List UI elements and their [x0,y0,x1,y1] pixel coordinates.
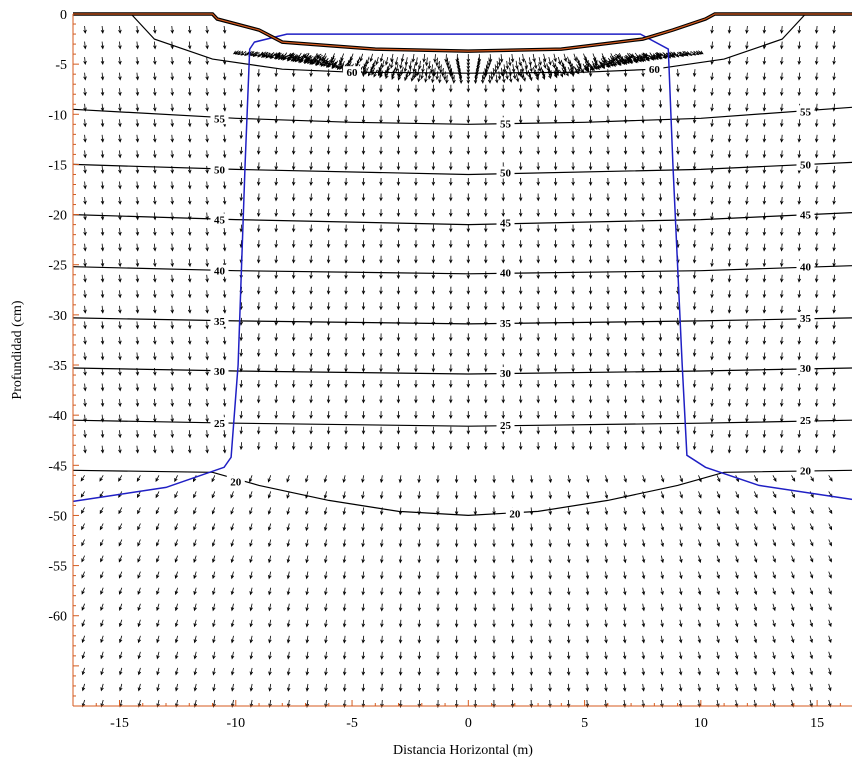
y-tick-label: -30 [48,309,67,324]
y-tick-label: -60 [48,610,67,625]
contour-line-60 [130,13,806,74]
contour-labels: 60 60 55 55 55 50 50 50 45 45 45 40 40 40 35 35 35 30 30 30… [210,63,815,520]
contour-label-55: 55 [500,118,512,130]
contour-label-bg [796,464,815,477]
y-tick-label: -45 [48,459,67,474]
contour-line-50 [72,161,852,176]
contour-label-bg [210,213,229,226]
x-tick-label: -10 [226,716,245,731]
contour-label-bg [505,507,524,520]
contour-label-50: 50 [500,167,512,179]
contour-label-20: 20 [800,465,812,477]
contour-label-60: 60 [347,67,359,79]
contour-label-40: 40 [214,266,226,278]
contour-label-40: 40 [800,262,812,274]
y-tick-label: -15 [48,158,67,173]
contour-label-bg [796,311,815,324]
contour-line-35 [72,317,852,325]
x-tick-label: 10 [694,716,708,731]
contour-label-bg [496,166,515,179]
contour-label-bg [496,266,515,279]
contour-label-bg [496,216,515,229]
contour-label-55: 55 [214,113,226,125]
contour-label-bg [210,163,229,176]
contour-label-45: 45 [214,215,226,227]
contour-label-50: 50 [214,164,226,176]
contour-label-bg [496,419,515,432]
contour-label-20: 20 [230,476,242,488]
contour-label-bg [796,362,815,375]
contour-label-30: 30 [500,368,512,380]
y-tick-label: -35 [48,359,67,374]
contour-label-bg [496,117,515,130]
x-tick-label: -15 [110,716,129,731]
contour-label-bg [796,105,815,118]
contour-label-bg [645,63,664,76]
contour-label-50: 50 [800,159,812,171]
contour-label-bg [796,260,815,273]
contour-label-25: 25 [214,418,226,430]
y-tick-label: -10 [48,108,67,123]
y-tick-label: -5 [55,58,67,73]
x-axis-title: Distancia Horizontal (m) [393,743,533,758]
y-tick-label: -20 [48,209,67,224]
contour-lines [72,13,852,517]
contour-label-bg [226,475,245,488]
surface-line [73,13,852,52]
contour-label-25: 25 [800,415,812,427]
y-tick-label: -40 [48,409,67,424]
wetting-front-line [72,33,852,503]
contour-label-bg [210,112,229,125]
contour-label-bg [210,365,229,378]
x-tick-label: 0 [465,716,472,731]
contour-line-55 [72,106,852,125]
x-tick-label: 15 [810,716,824,731]
contour-label-bg [796,158,815,171]
contour-label-bg [210,264,229,277]
contour-label-bg [796,208,815,221]
contour-label-40: 40 [500,268,512,280]
contour-label-35: 35 [214,316,226,328]
contour-label-30: 30 [800,363,812,375]
contour-label-60: 60 [649,64,661,76]
contour-label-bg [496,367,515,380]
axes: 0-5-10-15-20-25-30-35-40-45-50-55-60-15-… [48,8,852,731]
contour-label-35: 35 [500,318,512,330]
y-axis-title: Profundidad (cm) [10,300,25,399]
x-tick-label: -5 [346,716,358,731]
y-tick-label: -25 [48,259,67,274]
contour-label-45: 45 [800,210,812,222]
contour-label-20: 20 [509,508,521,520]
contour-label-55: 55 [800,106,812,118]
x-tick-label: 5 [581,716,588,731]
flux-arrows [80,25,836,708]
y-tick-label: 0 [60,8,67,23]
contour-label-bg [210,417,229,430]
contour-line-30 [72,367,852,375]
furrow-surface [73,12,852,53]
contour-label-bg [343,66,362,79]
contour-line-45 [72,212,852,226]
y-tick-label: -50 [48,509,67,524]
contour-label-bg [210,314,229,327]
y-tick-label: -55 [48,560,67,575]
contour-line-25 [72,419,852,427]
contour-line-40 [72,265,852,275]
contour-label-45: 45 [500,218,512,230]
flux-vector-field [80,25,836,708]
contour-label-25: 25 [500,420,512,432]
contour-label-bg [796,414,815,427]
wetting-front-lines [72,33,852,503]
contour-label-35: 35 [800,313,812,325]
contour-label-bg [496,316,515,329]
contour-label-30: 30 [214,366,226,378]
